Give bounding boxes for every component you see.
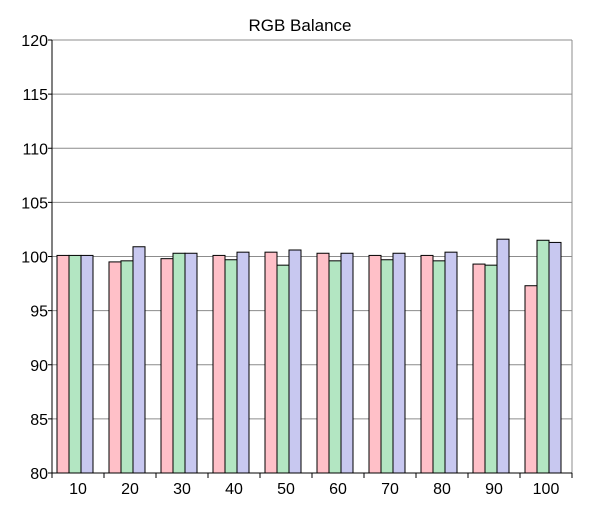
y-tick-labels: 80 85 90 95 100 105 110 115 120 bbox=[21, 33, 48, 483]
bar-90-series-1 bbox=[472, 263, 486, 474]
bars bbox=[56, 238, 562, 474]
bar-40-series-3 bbox=[236, 251, 250, 474]
chart-title: RGB Balance bbox=[249, 16, 352, 35]
bar-70-series-1 bbox=[368, 254, 382, 474]
x-tick-label: 10 bbox=[69, 481, 87, 498]
bar-10-series-3 bbox=[80, 254, 94, 474]
bar-90-series-3 bbox=[496, 238, 510, 474]
bar-90-series-2 bbox=[484, 264, 498, 474]
bar-50-series-2 bbox=[276, 264, 290, 474]
bar-50-series-1 bbox=[264, 251, 278, 474]
bar-40-series-1 bbox=[212, 254, 226, 474]
y-tick-label: 80 bbox=[30, 466, 48, 483]
x-tick-label: 80 bbox=[433, 481, 451, 498]
bar-100-series-1 bbox=[524, 285, 538, 474]
x-tick-label: 40 bbox=[225, 481, 243, 498]
x-tick-label: 100 bbox=[533, 481, 560, 498]
y-tick-label: 120 bbox=[21, 33, 48, 50]
bar-40-series-2 bbox=[224, 259, 238, 474]
bar-100-series-3 bbox=[548, 241, 562, 474]
y-tick-label: 100 bbox=[21, 250, 48, 267]
y-tick-label: 85 bbox=[30, 412, 48, 429]
y-tick-label: 115 bbox=[22, 87, 48, 104]
bar-20-series-2 bbox=[120, 260, 134, 474]
x-tick-label: 50 bbox=[277, 481, 295, 498]
y-tick-label: 90 bbox=[30, 358, 48, 375]
x-tick-labels: 10 20 30 40 50 60 70 80 90 100 bbox=[69, 481, 559, 498]
bar-60-series-1 bbox=[316, 252, 330, 474]
bar-80-series-2 bbox=[432, 260, 446, 474]
bar-100-series-2 bbox=[536, 239, 550, 474]
bar-30-series-1 bbox=[160, 258, 174, 474]
y-tick-label: 110 bbox=[22, 141, 48, 158]
y-tick-label: 105 bbox=[21, 195, 48, 212]
x-tick-label: 20 bbox=[121, 481, 139, 498]
bar-20-series-3 bbox=[132, 246, 146, 474]
y-tick-label: 95 bbox=[30, 304, 48, 321]
bar-80-series-1 bbox=[420, 254, 434, 474]
x-tick-label: 30 bbox=[173, 481, 191, 498]
bar-70-series-2 bbox=[380, 259, 394, 474]
bar-80-series-3 bbox=[444, 251, 458, 474]
bar-10-series-2 bbox=[68, 254, 82, 474]
x-tick-label: 60 bbox=[329, 481, 347, 498]
bar-60-series-3 bbox=[340, 252, 354, 474]
axes bbox=[48, 39, 573, 478]
bar-30-series-2 bbox=[172, 252, 186, 474]
bar-50-series-3 bbox=[288, 249, 302, 474]
bar-30-series-3 bbox=[184, 252, 198, 474]
bar-10-series-1 bbox=[56, 254, 70, 474]
x-tick-label: 70 bbox=[381, 481, 399, 498]
bar-20-series-1 bbox=[108, 261, 122, 474]
x-tick-label: 90 bbox=[485, 481, 503, 498]
bar-60-series-2 bbox=[328, 260, 342, 474]
bar-70-series-3 bbox=[392, 252, 406, 474]
